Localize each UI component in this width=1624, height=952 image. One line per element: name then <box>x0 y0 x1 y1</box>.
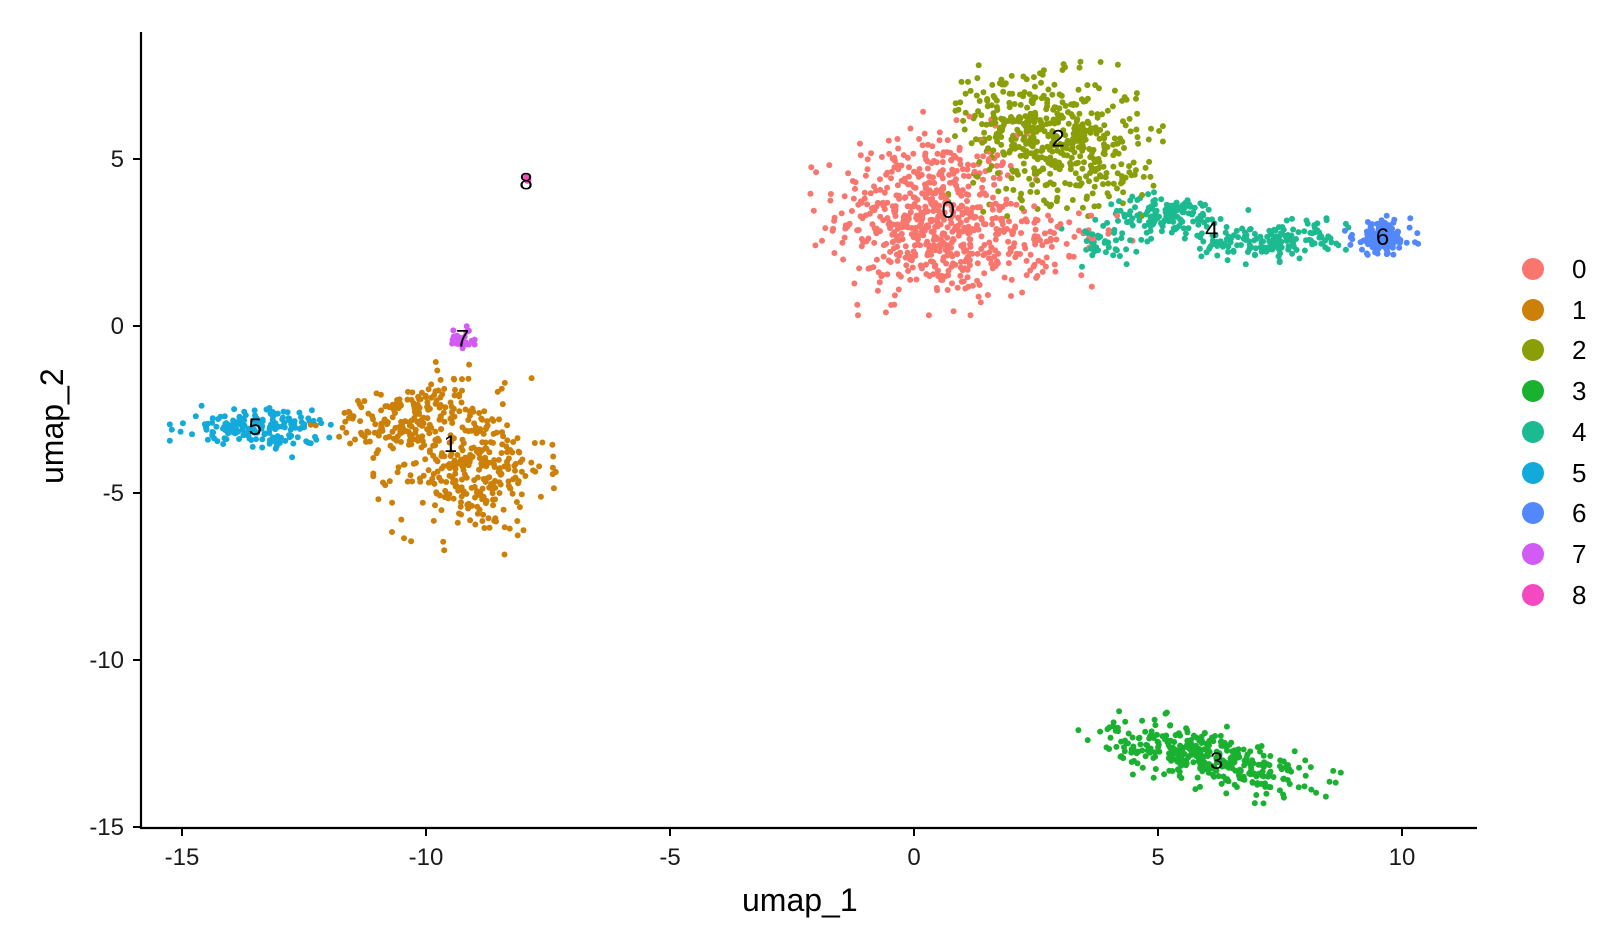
svg-text:5: 5 <box>249 414 262 441</box>
y-tick-label: -15 <box>89 814 124 841</box>
y-axis-ticks <box>133 158 141 828</box>
legend-dot-icon <box>1522 542 1544 565</box>
legend-item-5: 5 <box>1520 457 1610 489</box>
legend-label: 8 <box>1572 579 1587 610</box>
x-tick-label: -15 <box>164 844 200 871</box>
legend-label: 0 <box>1572 254 1587 284</box>
x-axis-title: umap_1 <box>742 882 858 918</box>
legend-label: 5 <box>1572 457 1587 488</box>
y-tick-label: -5 <box>102 480 124 507</box>
legend-dot-icon <box>1522 461 1544 484</box>
x-tick-label: -5 <box>659 844 681 871</box>
svg-text:2: 2 <box>1051 125 1064 152</box>
legend-label: 2 <box>1572 335 1587 366</box>
legend-item-1: 1 <box>1520 294 1610 326</box>
legend-label: 3 <box>1572 376 1587 407</box>
legend-dot-icon <box>1522 339 1544 362</box>
legend-item-6: 6 <box>1520 497 1610 529</box>
legend-label: 6 <box>1572 498 1587 529</box>
legend-label: 4 <box>1572 416 1587 447</box>
legend-label: 7 <box>1572 538 1587 569</box>
legend-dot-icon <box>1522 380 1544 403</box>
x-tick-label: 0 <box>907 844 921 871</box>
data-points <box>166 58 1422 807</box>
y-tick-label: -10 <box>89 647 124 674</box>
legend-item-4: 4 <box>1520 416 1610 448</box>
x-axis-ticks <box>181 828 1403 836</box>
svg-text:8: 8 <box>519 169 532 196</box>
svg-text:3: 3 <box>1210 748 1223 775</box>
legend-dot-icon <box>1522 583 1544 606</box>
x-tick-label: 10 <box>1388 844 1416 871</box>
legend-dot-icon <box>1522 420 1544 443</box>
x-tick-label: -10 <box>408 844 444 871</box>
svg-text:4: 4 <box>1205 217 1218 244</box>
svg-text:1: 1 <box>444 431 457 458</box>
y-tick-label: 5 <box>110 146 124 173</box>
legend-dot-icon <box>1522 502 1544 525</box>
svg-text:6: 6 <box>1376 224 1389 251</box>
legend-item-0: 0 <box>1520 253 1610 285</box>
svg-text:7: 7 <box>456 326 469 353</box>
svg-text:0: 0 <box>942 197 955 224</box>
y-axis-title: umap_2 <box>34 368 70 484</box>
cluster-labels: 0 1 2 3 4 5 6 7 8 <box>249 125 1390 775</box>
y-tick-label: 0 <box>110 313 124 340</box>
legend-item-8: 8 <box>1520 579 1610 611</box>
legend-item-7: 7 <box>1520 538 1610 570</box>
x-tick-label: 5 <box>1151 844 1165 871</box>
legend-item-2: 2 <box>1520 334 1610 366</box>
legend-dot-icon <box>1522 298 1544 321</box>
legend-item-3: 3 <box>1520 375 1610 407</box>
legend-label: 1 <box>1572 294 1587 325</box>
legend-dot-icon <box>1522 258 1544 280</box>
